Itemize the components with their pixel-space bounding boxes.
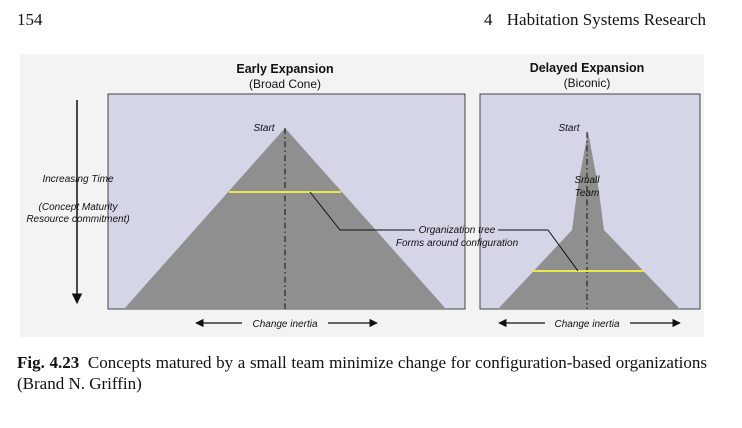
caption-text: Concepts matured by a small team minimiz… [17,353,708,393]
left-inertia-label: Change inertia [252,319,317,330]
right-panel-subtitle: (Biconic) [564,76,611,90]
org-tree-label-line2: Forms around configuration [396,238,519,249]
biconic-shape [498,132,680,309]
left-start-label: Start [253,123,275,134]
time-axis-label-line1: Increasing Time [42,174,113,185]
right-panel-title: Delayed Expansion [530,61,645,75]
small-team-label-line2: Team [575,188,600,199]
right-start-label: Start [558,123,580,134]
caption-label: Fig. 4.23 [17,353,80,372]
figure-caption: Fig. 4.23 Concepts matured by a small te… [17,352,707,394]
chapter-number: 4 [484,10,493,29]
time-axis-label-line2: (Concept Maturity [39,202,119,213]
running-head: 4 Habitation Systems Research [484,10,706,30]
org-tree-label-line1: Organization tree [419,225,496,236]
org-tree-leader-left [309,191,415,231]
right-inertia-label: Change inertia [554,319,619,330]
left-panel-subtitle: (Broad Cone) [249,77,321,91]
chapter-title: Habitation Systems Research [506,10,706,29]
left-panel-title: Early Expansion [236,62,333,76]
small-team-label-line1: Small [574,175,600,186]
time-axis-label-line3: Resource commitment) [26,214,129,225]
org-tree-leader-right [498,229,579,272]
page-number: 154 [17,10,43,29]
